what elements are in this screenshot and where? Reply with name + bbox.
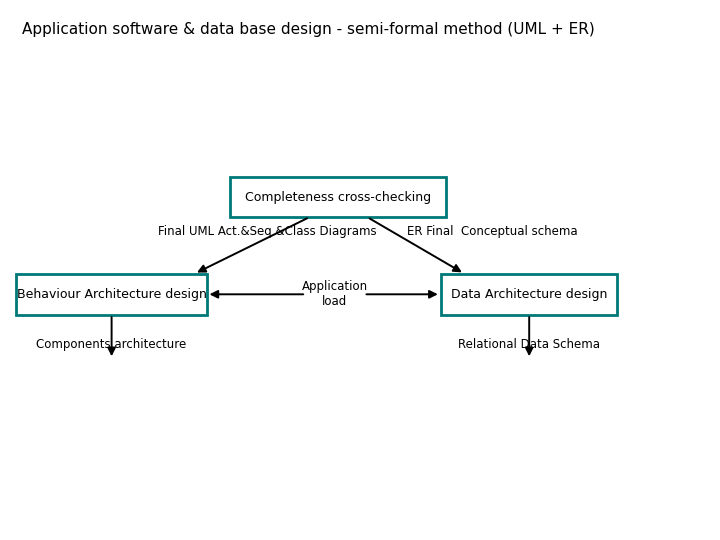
FancyBboxPatch shape [230,177,446,217]
Text: Final UML Act.&Seq.&Class Diagrams: Final UML Act.&Seq.&Class Diagrams [158,225,377,238]
Text: Components architecture: Components architecture [37,338,186,351]
FancyBboxPatch shape [16,274,207,314]
Text: Completeness cross-checking: Completeness cross-checking [246,191,431,204]
Text: Application software & data base design - semi-formal method (UML + ER): Application software & data base design … [22,22,594,37]
Text: Data Architecture design: Data Architecture design [451,288,608,301]
FancyBboxPatch shape [441,274,618,314]
Text: Relational Data Schema: Relational Data Schema [458,338,600,351]
Text: Behaviour Architecture design: Behaviour Architecture design [17,288,207,301]
Text: ER Final  Conceptual schema: ER Final Conceptual schema [407,225,577,238]
Text: Application
load: Application load [302,280,368,308]
